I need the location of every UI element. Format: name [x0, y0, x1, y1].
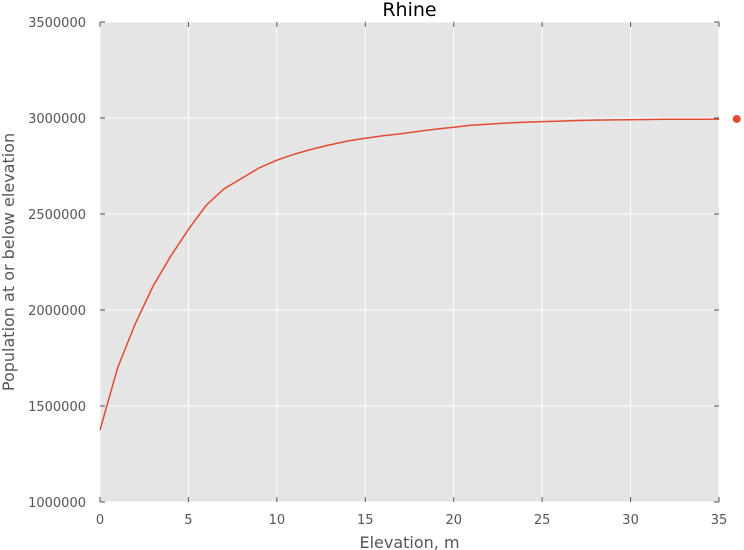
x-tick-label: 15 [357, 513, 374, 528]
axis-ticks [99, 21, 720, 503]
x-tick-label: 5 [184, 513, 192, 528]
y-tick-label: 2500000 [28, 208, 86, 223]
x-tick-labels: 0 5 10 15 20 25 30 35 [96, 513, 727, 528]
x-tick-label: 25 [534, 513, 551, 528]
chart-title: Rhine [382, 0, 436, 21]
x-tick-label: 30 [622, 513, 639, 528]
y-tick-label: 1500000 [28, 400, 86, 415]
y-tick-label: 3500000 [28, 16, 86, 31]
x-tick-label: 10 [269, 513, 286, 528]
y-tick-label: 1000000 [28, 496, 86, 511]
x-tick-label: 35 [711, 513, 728, 528]
x-axis-title: Elevation, m [359, 533, 459, 550]
y-tick-label: 3000000 [28, 112, 86, 127]
x-tick-label: 20 [445, 513, 462, 528]
series-line [99, 118, 720, 431]
y-tick-labels: 1000000 1500000 2000000 2500000 3000000 35000… [28, 16, 86, 511]
grid-lines [99, 21, 720, 503]
y-tick-label: 2000000 [28, 304, 86, 319]
outlier-point [732, 114, 741, 123]
plot-area [100, 22, 719, 502]
y-axis-title: Population at or below elevation [0, 133, 18, 391]
x-tick-label: 0 [96, 513, 104, 528]
